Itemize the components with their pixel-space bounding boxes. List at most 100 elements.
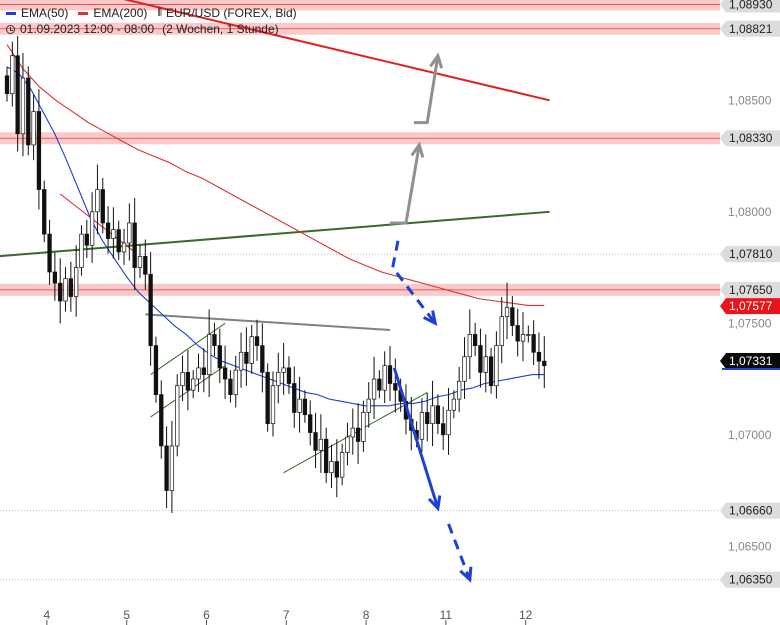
candle-body xyxy=(419,412,425,440)
x-tick-label: 5 xyxy=(123,608,130,622)
candles xyxy=(4,36,547,513)
candle xyxy=(116,220,121,260)
price-label: 1,08930 xyxy=(720,0,780,13)
candle-body xyxy=(292,383,297,413)
candle-body xyxy=(238,351,244,371)
candle-body xyxy=(435,405,441,424)
arrow-head-icon xyxy=(427,495,442,512)
candle xyxy=(212,322,217,357)
candle-body xyxy=(366,398,371,413)
ema50-line xyxy=(6,66,545,407)
candle xyxy=(217,328,222,384)
candle xyxy=(137,244,143,278)
price-label: 1,07810 xyxy=(720,246,780,263)
ema50-swatch xyxy=(6,11,16,15)
candle-body xyxy=(329,461,334,474)
candle xyxy=(355,403,361,464)
scenario-bull-path-2 xyxy=(413,52,444,125)
candle-body xyxy=(281,367,286,373)
price-label-text: 1,07810 xyxy=(729,247,773,261)
scenario-path xyxy=(447,523,472,581)
candle-body xyxy=(462,356,467,382)
candle xyxy=(318,414,324,473)
y-tick-label: 1,08000 xyxy=(728,205,772,219)
candle xyxy=(105,206,111,254)
price-label-text: 1,07331 xyxy=(729,354,773,368)
arrow-head-icon xyxy=(422,310,438,327)
candle xyxy=(334,439,339,498)
candle-body xyxy=(116,229,121,253)
candle xyxy=(435,394,441,435)
candle-body xyxy=(111,229,116,239)
candle-body xyxy=(137,256,143,268)
candle xyxy=(95,164,100,235)
arrow-head-icon xyxy=(429,52,444,69)
candle xyxy=(180,355,185,401)
candle xyxy=(377,370,382,399)
candle xyxy=(472,322,478,357)
candlestick-icon: ⫴ xyxy=(157,7,162,19)
x-axis: 4 5 6 7 8 11 12 xyxy=(44,608,533,625)
candle-body xyxy=(153,345,159,395)
price-label: 1,06350 xyxy=(720,571,780,588)
candle-body xyxy=(488,356,494,387)
y-axis: 1,08500 1,08000 1,07500 1,07000 1,06500 xyxy=(728,93,772,553)
candle-body xyxy=(302,398,308,416)
candle-body xyxy=(63,278,68,302)
candle xyxy=(286,356,292,394)
price-label-tag xyxy=(720,130,780,147)
candle xyxy=(467,309,472,380)
candle xyxy=(143,239,148,290)
candle-body xyxy=(4,75,10,94)
price-label-tag xyxy=(720,502,780,519)
price-zones xyxy=(0,0,720,581)
arrow-head-icon xyxy=(459,566,473,583)
candle-body xyxy=(297,398,302,413)
trendline-channel-lower-green xyxy=(283,391,428,474)
candle xyxy=(36,89,42,210)
legend-ema50[interactable]: EMA(50) xyxy=(6,5,68,21)
candle-body xyxy=(515,325,520,342)
candle-body xyxy=(451,398,456,411)
candle xyxy=(249,325,254,374)
candle xyxy=(10,41,15,107)
candle-body xyxy=(467,334,472,358)
candle-body xyxy=(47,233,52,273)
candle xyxy=(100,177,105,234)
ema200-swatch xyxy=(78,11,89,15)
price-label: 1,08330 xyxy=(720,130,780,147)
candle-body xyxy=(68,278,73,297)
candle xyxy=(345,422,350,466)
candle-body xyxy=(52,271,58,284)
candle xyxy=(483,334,488,393)
candle xyxy=(15,36,20,152)
candle-body xyxy=(472,334,478,346)
price-labels: 1,08930 1,08821 1,08330 1,07810 1,07650 1,075… xyxy=(720,0,780,588)
candle xyxy=(281,342,286,395)
candle-body xyxy=(127,222,132,244)
candle xyxy=(164,426,169,509)
candle-body xyxy=(371,378,377,400)
legend-instrument: ⫴ EUR/USD (FOREX, Bid) xyxy=(157,5,296,21)
candle xyxy=(265,363,270,432)
candle-body xyxy=(377,378,382,391)
candle-body xyxy=(536,351,542,362)
legend-ema200[interactable]: EMA(200) xyxy=(78,5,147,21)
candle xyxy=(292,366,297,428)
candle xyxy=(196,353,201,392)
y-tick-label: 1,07500 xyxy=(728,316,772,330)
candle xyxy=(175,374,180,457)
candle xyxy=(26,66,31,156)
candle-body xyxy=(345,436,350,453)
candle-body xyxy=(100,189,105,224)
candle xyxy=(206,309,212,398)
candle-body xyxy=(164,445,169,491)
candle-body xyxy=(89,211,95,246)
candle-body xyxy=(334,461,339,478)
candle-body xyxy=(308,414,313,433)
price-label-text: 1,08930 xyxy=(729,0,773,11)
candle-body xyxy=(494,345,499,387)
candle-body xyxy=(510,307,515,326)
scenario-path xyxy=(413,55,440,125)
